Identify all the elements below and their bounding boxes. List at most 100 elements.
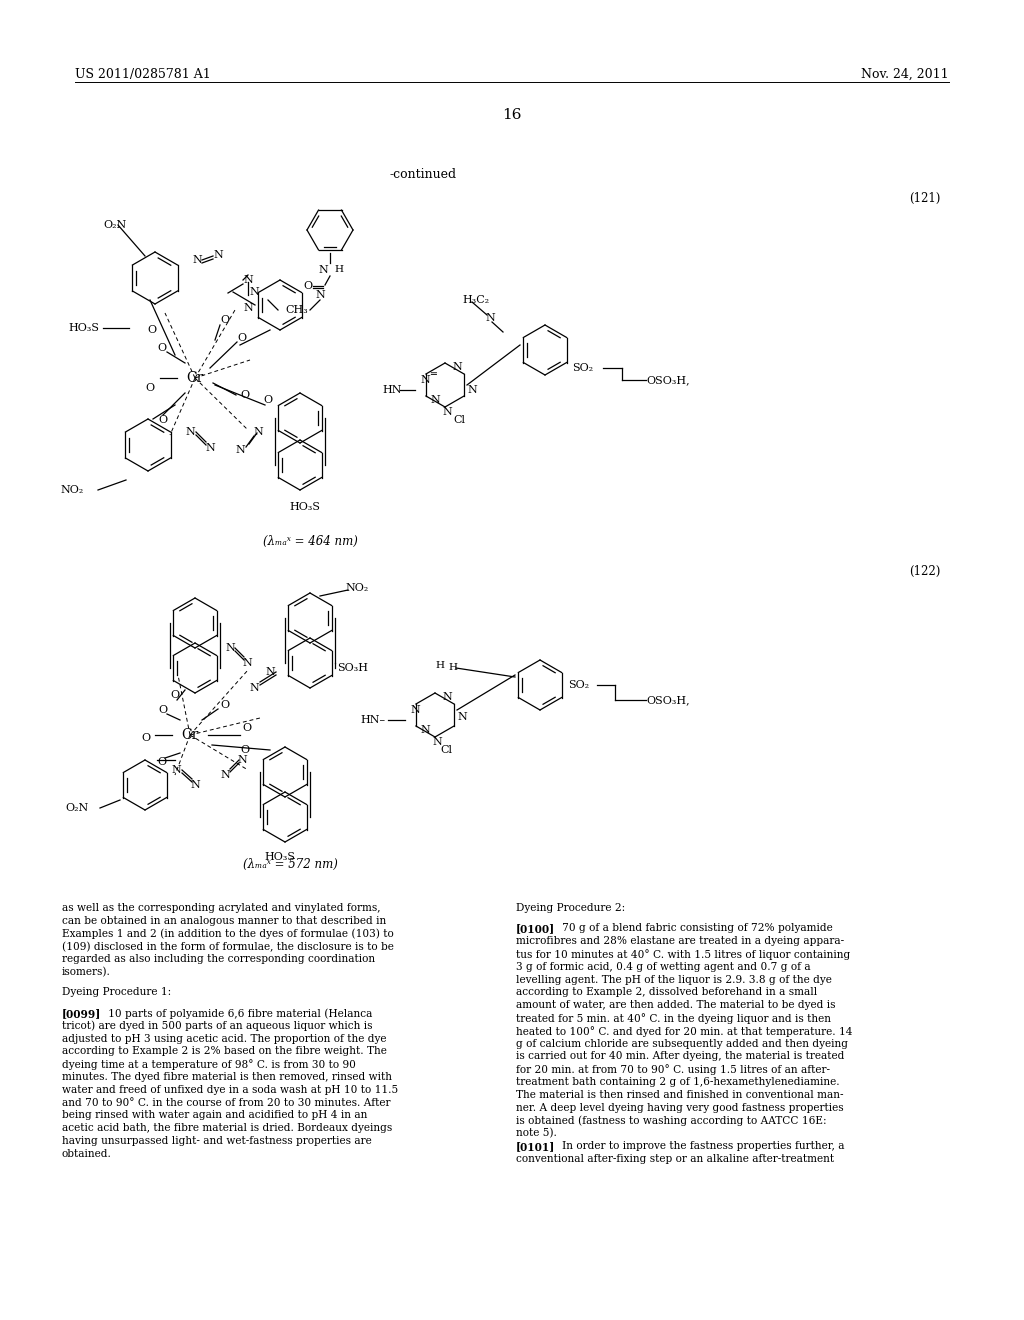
Text: [0099]: [0099]	[62, 1008, 101, 1019]
Text: Dyeing Procedure 1:: Dyeing Procedure 1:	[62, 987, 171, 998]
Text: tus for 10 minutes at 40° C. with 1.5 litres of liquor containing: tus for 10 minutes at 40° C. with 1.5 li…	[516, 949, 850, 960]
Text: Cr: Cr	[186, 371, 204, 385]
Text: N: N	[171, 766, 181, 775]
Text: US 2011/0285781 A1: US 2011/0285781 A1	[75, 69, 211, 81]
Text: N: N	[205, 444, 215, 453]
Text: 3 g of formic acid, 0.4 g of wetting agent and 0.7 g of a: 3 g of formic acid, 0.4 g of wetting age…	[516, 962, 811, 972]
Text: for 20 min. at from 70 to 90° C. using 1.5 litres of an after-: for 20 min. at from 70 to 90° C. using 1…	[516, 1064, 830, 1076]
Text: O: O	[238, 333, 247, 343]
Text: conventional after-fixing step or an alkaline after-treatment: conventional after-fixing step or an alk…	[516, 1154, 835, 1164]
Text: heated to 100° C. and dyed for 20 min. at that temperature. 14: heated to 100° C. and dyed for 20 min. a…	[516, 1026, 853, 1036]
Text: O: O	[145, 383, 155, 393]
Text: (121): (121)	[908, 191, 940, 205]
Text: obtained.: obtained.	[62, 1148, 112, 1159]
Text: O: O	[158, 756, 167, 767]
Text: O: O	[263, 395, 272, 405]
Text: O: O	[220, 700, 229, 710]
Text: N: N	[220, 770, 229, 780]
Text: [0100]: [0100]	[516, 924, 555, 935]
Text: N: N	[249, 286, 259, 297]
Text: O: O	[220, 315, 229, 325]
Text: N: N	[243, 304, 253, 313]
Text: Cl: Cl	[440, 744, 452, 755]
Text: HN–: HN–	[360, 715, 385, 725]
Text: ner. A deep level dyeing having very good fastness properties: ner. A deep level dyeing having very goo…	[516, 1102, 844, 1113]
Text: N: N	[420, 725, 430, 735]
Text: can be obtained in an analogous manner to that described in: can be obtained in an analogous manner t…	[62, 916, 386, 925]
Text: N: N	[213, 249, 223, 260]
Text: NO₂: NO₂	[60, 484, 83, 495]
Text: ═: ═	[430, 371, 436, 380]
Text: (109) disclosed in the form of formulae, the disclosure is to be: (109) disclosed in the form of formulae,…	[62, 941, 394, 952]
Text: N: N	[253, 426, 263, 437]
Text: isomers).: isomers).	[62, 968, 111, 977]
Text: water and freed of unfixed dye in a soda wash at pH 10 to 11.5: water and freed of unfixed dye in a soda…	[62, 1085, 398, 1094]
Text: O: O	[241, 744, 250, 755]
Text: O: O	[170, 690, 179, 700]
Text: N: N	[485, 313, 495, 323]
Text: O₂N: O₂N	[65, 803, 88, 813]
Text: being rinsed with water again and acidified to pH 4 in an: being rinsed with water again and acidif…	[62, 1110, 368, 1121]
Text: HO₃S: HO₃S	[290, 502, 321, 512]
Text: N: N	[442, 692, 452, 702]
Text: Cl: Cl	[453, 414, 465, 425]
Text: is obtained (fastness to washing according to AATCC 16E:: is obtained (fastness to washing accordi…	[516, 1115, 826, 1126]
Text: [0101]: [0101]	[516, 1140, 555, 1152]
Text: (λₘₐˣ = 572 nm): (λₘₐˣ = 572 nm)	[243, 858, 338, 871]
Text: O: O	[242, 723, 251, 733]
Text: The material is then rinsed and finished in conventional man-: The material is then rinsed and finished…	[516, 1090, 844, 1100]
Text: N: N	[190, 780, 200, 789]
Text: H: H	[334, 265, 343, 275]
Text: OSO₃H,: OSO₃H,	[646, 696, 689, 705]
Text: N: N	[315, 290, 325, 300]
Text: according to Example 2, dissolved beforehand in a small: according to Example 2, dissolved before…	[516, 987, 817, 998]
Text: SO₃H: SO₃H	[337, 663, 368, 673]
Text: dyeing time at a temperature of 98° C. is from 30 to 90: dyeing time at a temperature of 98° C. i…	[62, 1059, 356, 1071]
Text: Examples 1 and 2 (in addition to the dyes of formulae (103) to: Examples 1 and 2 (in addition to the dye…	[62, 928, 394, 939]
Text: N: N	[225, 643, 234, 653]
Text: microfibres and 28% elastane are treated in a dyeing appara-: microfibres and 28% elastane are treated…	[516, 936, 844, 946]
Text: treated for 5 min. at 40° C. in the dyeing liquor and is then: treated for 5 min. at 40° C. in the dyei…	[516, 1012, 831, 1024]
Text: O: O	[158, 343, 167, 352]
Text: N: N	[318, 265, 328, 275]
Text: N: N	[193, 255, 202, 265]
Text: O: O	[141, 733, 150, 743]
Text: O₂N: O₂N	[103, 220, 126, 230]
Text: N: N	[238, 755, 247, 766]
Text: N: N	[243, 275, 253, 285]
Text: having unsurpassed light- and wet-fastness properties are: having unsurpassed light- and wet-fastne…	[62, 1137, 372, 1146]
Text: N: N	[457, 711, 467, 722]
Text: N: N	[432, 737, 442, 747]
Text: 70 g of a blend fabric consisting of 72% polyamide: 70 g of a blend fabric consisting of 72%…	[552, 924, 833, 933]
Text: H₃C₂: H₃C₂	[462, 294, 489, 305]
Text: is carried out for 40 min. After dyeing, the material is treated: is carried out for 40 min. After dyeing,…	[516, 1052, 845, 1061]
Text: N: N	[242, 657, 252, 668]
Text: N: N	[467, 385, 477, 395]
Text: adjusted to pH 3 using acetic acid. The proportion of the dye: adjusted to pH 3 using acetic acid. The …	[62, 1034, 386, 1044]
Text: N: N	[430, 395, 440, 405]
Text: Dyeing Procedure 2:: Dyeing Procedure 2:	[516, 903, 626, 913]
Text: HO₃S: HO₃S	[264, 851, 296, 862]
Text: N: N	[265, 667, 274, 677]
Text: O: O	[147, 325, 157, 335]
Text: N: N	[442, 407, 452, 417]
Text: SO₂: SO₂	[572, 363, 593, 374]
Text: acetic acid bath, the fibre material is dried. Bordeaux dyeings: acetic acid bath, the fibre material is …	[62, 1123, 392, 1133]
Text: OSO₃H,: OSO₃H,	[646, 375, 689, 385]
Text: N: N	[411, 705, 420, 715]
Text: levelling agent. The pH of the liquor is 2.9. 3.8 g of the dye: levelling agent. The pH of the liquor is…	[516, 974, 831, 985]
Text: H: H	[435, 660, 444, 669]
Text: O: O	[303, 281, 312, 290]
Text: treatment bath containing 2 g of 1,6-hexamethylenediamine.: treatment bath containing 2 g of 1,6-hex…	[516, 1077, 840, 1088]
Text: regarded as also including the corresponding coordination: regarded as also including the correspon…	[62, 954, 375, 964]
Text: HO₃S: HO₃S	[68, 323, 99, 333]
Text: -continued: -continued	[390, 168, 457, 181]
Text: g of calcium chloride are subsequently added and then dyeing: g of calcium chloride are subsequently a…	[516, 1039, 848, 1048]
Text: Nov. 24, 2011: Nov. 24, 2011	[861, 69, 949, 81]
Text: O: O	[159, 414, 168, 425]
Text: (λₘₐˣ = 464 nm): (λₘₐˣ = 464 nm)	[262, 535, 357, 548]
Text: 10 parts of polyamide 6,6 fibre material (Helanca: 10 parts of polyamide 6,6 fibre material…	[98, 1008, 373, 1019]
Text: N: N	[236, 445, 245, 455]
Text: O: O	[240, 389, 249, 400]
Text: HN: HN	[382, 385, 401, 395]
